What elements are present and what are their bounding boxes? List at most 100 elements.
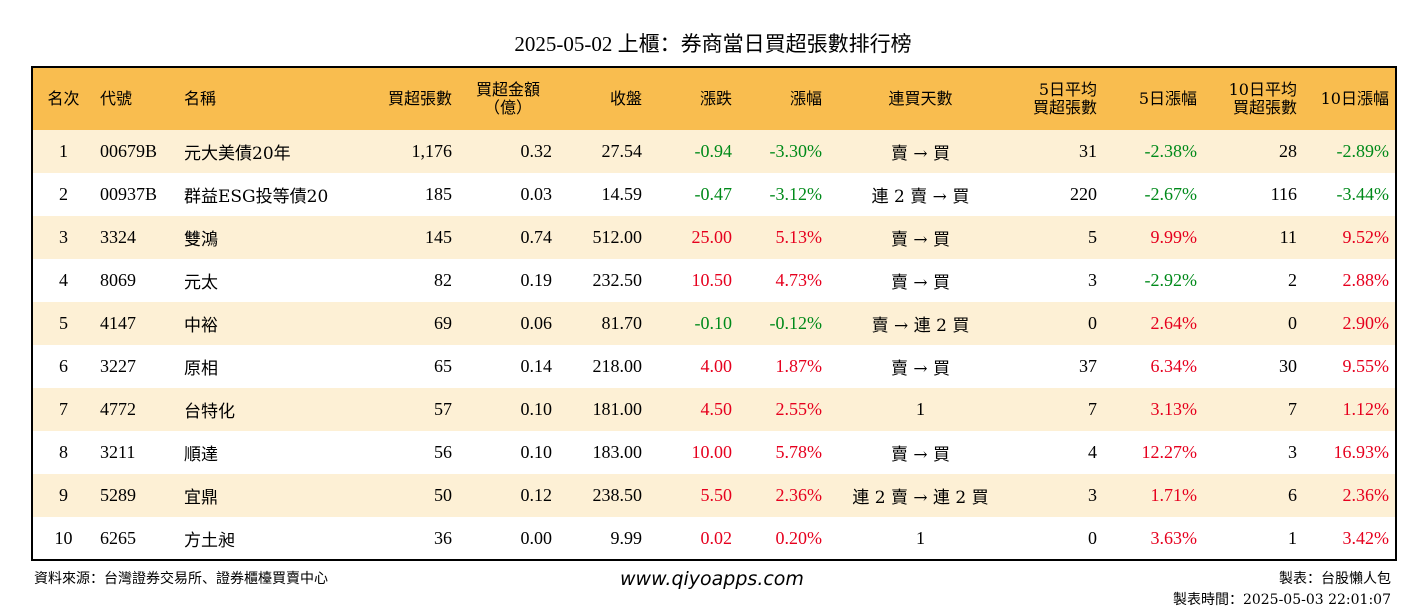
cell-streak: 賣 → 買: [890, 144, 951, 164]
cell-avg10: 28: [1279, 141, 1297, 161]
cell-change: -0.94: [694, 141, 733, 161]
cell-pct10: 9.55%: [1342, 356, 1390, 376]
cell-close: 9.99: [610, 527, 643, 548]
cell-code: 4147: [100, 313, 136, 333]
data-source-note: 資料來源：台灣證券交易所、證券櫃檯買賣中心: [34, 571, 328, 587]
header-avg5-line2: 買超張數: [1032, 98, 1097, 117]
header-streak: 連買天數: [888, 89, 953, 108]
cell-streak: 1: [916, 527, 925, 548]
cell-change: 5.50: [700, 485, 733, 505]
cell-net-lots: 57: [434, 399, 452, 419]
header-pct5: 5日漲幅: [1138, 89, 1197, 108]
cell-name: 宜鼎: [184, 488, 218, 508]
table-row: 6 3227 原相 65 0.14 218.00 4.00 1.87% 賣 → …: [32, 345, 1396, 388]
cell-net-amount: 0.06: [520, 313, 553, 333]
cell-streak: 賣 → 買: [890, 273, 951, 293]
cell-net-amount: 0.74: [520, 227, 553, 247]
cell-streak: 賣 → 買: [890, 445, 951, 465]
cell-name: 方土昶: [184, 530, 235, 551]
cell-close: 232.50: [592, 270, 643, 290]
table-row: 5 4147 中裕 69 0.06 81.70 -0.10 -0.12% 賣 →…: [32, 302, 1396, 345]
cell-pct5: 1.71%: [1150, 485, 1198, 505]
cell-avg5: 37: [1079, 356, 1097, 376]
cell-net-lots: 82: [434, 270, 452, 290]
cell-code: 6265: [100, 527, 136, 548]
cell-net-amount: 0.00: [520, 527, 553, 548]
cell-pct10: -3.44%: [1336, 184, 1390, 204]
table-row: 9 5289 宜鼎 50 0.12 238.50 5.50 2.36% 連 2 …: [32, 474, 1396, 517]
cell-rank: 6: [59, 356, 68, 376]
cell-pct5: -2.38%: [1144, 141, 1198, 161]
cell-avg5: 3: [1088, 485, 1097, 505]
cell-change-pct: 5.78%: [775, 442, 823, 462]
cell-net-amount: 0.03: [520, 184, 553, 204]
cell-name: 元太: [184, 273, 218, 293]
cell-net-lots: 145: [425, 227, 452, 247]
header-code: 代號: [100, 89, 133, 108]
cell-pct10: 1.12%: [1342, 399, 1390, 419]
cell-avg5: 4: [1088, 442, 1097, 462]
cell-name: 順達: [184, 445, 218, 465]
cell-pct10: 2.88%: [1342, 270, 1390, 290]
table-row: 8 3211 順達 56 0.10 183.00 10.00 5.78% 賣 →…: [32, 431, 1396, 474]
cell-avg10: 116: [1270, 184, 1297, 204]
cell-pct5: -2.92%: [1144, 270, 1198, 290]
cell-net-amount: 0.10: [520, 399, 553, 419]
cell-net-amount: 0.12: [520, 485, 553, 505]
cell-avg10: 1: [1288, 527, 1297, 548]
cell-name: 雙鴻: [184, 230, 218, 250]
cell-name: 群益ESG投等債20: [184, 187, 329, 207]
header-avg5: 5日平均 買超張數: [1013, 67, 1103, 130]
header-avg10-line2: 買超張數: [1232, 98, 1297, 117]
cell-close: 218.00: [592, 356, 643, 376]
cell-net-amount: 0.32: [520, 141, 553, 161]
cell-name: 元大美債20年: [184, 144, 291, 164]
cell-avg5: 3: [1088, 270, 1097, 290]
cell-pct10: 16.93%: [1333, 442, 1390, 462]
cell-rank: 3: [59, 227, 68, 247]
page-title: 2025-05-02 上櫃：券商當日買超張數排行榜: [514, 32, 912, 56]
cell-change: 10.50: [691, 270, 733, 290]
cell-avg10: 6: [1288, 485, 1297, 505]
cell-net-lots: 65: [434, 356, 452, 376]
cell-code: 3324: [100, 227, 136, 247]
table-row: 1 00679B 元大美債20年 1,176 0.32 27.54 -0.94 …: [32, 130, 1396, 173]
website-link[interactable]: www.qiyoapps.com: [620, 568, 804, 590]
cell-change: 4.50: [700, 399, 733, 419]
cell-pct10: 2.90%: [1342, 313, 1390, 333]
table-row: 3 3324 雙鴻 145 0.74 512.00 25.00 5.13% 賣 …: [32, 216, 1396, 259]
header-change: 漲跌: [699, 89, 732, 108]
cell-name: 台特化: [184, 402, 235, 422]
cell-pct5: 12.27%: [1141, 442, 1198, 462]
cell-rank: 1: [59, 141, 68, 161]
cell-avg10: 7: [1288, 399, 1297, 419]
cell-net-lots: 1,176: [411, 141, 453, 161]
cell-rank: 8: [59, 442, 68, 462]
cell-avg5: 7: [1088, 399, 1097, 419]
cell-close: 238.50: [592, 485, 643, 505]
cell-pct10: 3.42%: [1342, 527, 1390, 548]
cell-avg5: 0: [1088, 313, 1097, 333]
header-net-lots: 買超張數: [387, 89, 452, 108]
cell-avg10: 30: [1279, 356, 1297, 376]
header-avg5-line1: 5日平均: [1038, 80, 1097, 99]
cell-change-pct: 2.55%: [775, 399, 823, 419]
cell-net-lots: 185: [425, 184, 452, 204]
cell-change-pct: -3.30%: [769, 141, 823, 161]
cell-pct5: 2.64%: [1150, 313, 1198, 333]
cell-code: 3211: [100, 442, 136, 462]
cell-change-pct: 0.20%: [775, 527, 823, 548]
cell-change: 10.00: [691, 442, 733, 462]
header-close: 收盤: [609, 89, 642, 108]
cell-close: 183.00: [592, 442, 643, 462]
cell-change-pct: 4.73%: [775, 270, 823, 290]
table-header-row: 名次 代號 名稱 買超張數 買超金額 （億） 收盤 漲跌 漲幅 連買天數 5日平…: [32, 67, 1396, 130]
cell-rank: 10: [54, 527, 73, 548]
cell-close: 27.54: [601, 141, 643, 161]
cell-code: 8069: [100, 270, 136, 290]
table-row: 2 00937B 群益ESG投等債20 185 0.03 14.59 -0.47…: [32, 173, 1396, 216]
cell-net-lots: 50: [434, 485, 452, 505]
cell-change: 0.02: [700, 527, 733, 548]
cell-net-amount: 0.14: [520, 356, 553, 376]
table-row: 4 8069 元太 82 0.19 232.50 10.50 4.73% 賣 →…: [32, 259, 1396, 302]
